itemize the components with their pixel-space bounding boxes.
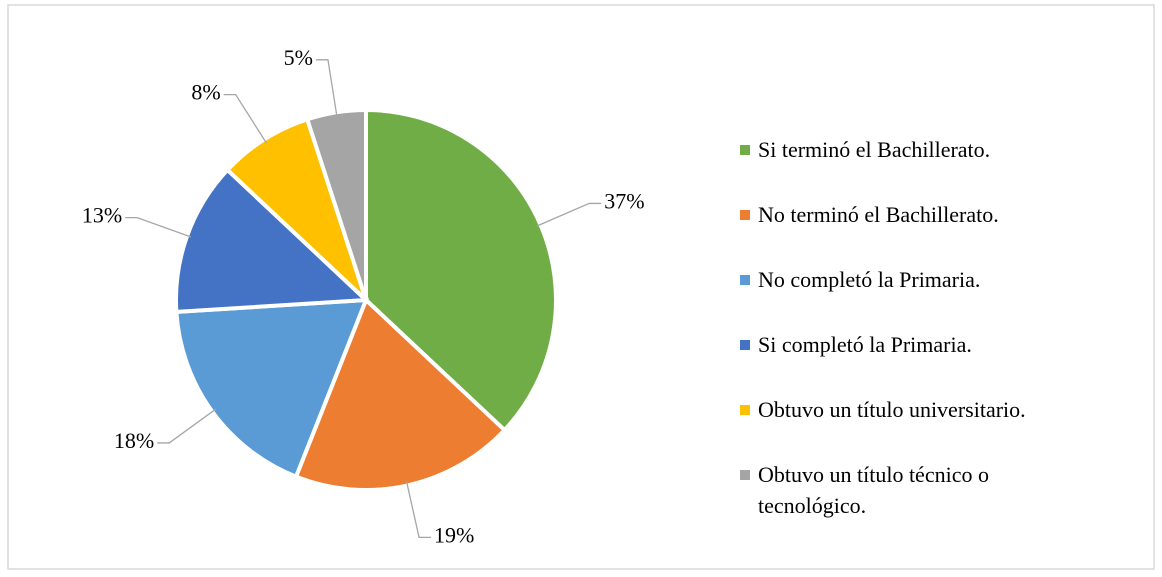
legend-item: Si terminó el Bachillerato. — [740, 134, 1085, 165]
legend-swatch — [740, 405, 750, 415]
legend-swatch — [740, 470, 750, 480]
legend-swatch — [740, 210, 750, 220]
legend-swatch — [740, 145, 750, 155]
data-label: 13% — [82, 203, 122, 228]
chart-frame — [7, 4, 1155, 570]
legend-label: Obtuvo un título universitario. — [758, 397, 1026, 422]
leader-line — [125, 216, 192, 238]
legend-swatch — [740, 340, 750, 350]
legend-item: Obtuvo un título técnico o tecnológico. — [740, 459, 1085, 521]
legend-item: No terminó el Bachillerato. — [740, 199, 1085, 230]
data-label: 5% — [284, 45, 313, 70]
legend-label: No completó la Primaria. — [758, 267, 981, 292]
legend-item: No completó la Primaria. — [740, 264, 1085, 295]
legend-label: Si terminó el Bachillerato. — [758, 137, 991, 162]
data-label: 18% — [114, 428, 154, 453]
leader-line — [315, 59, 338, 117]
legend-item: Obtuvo un título universitario. — [740, 394, 1085, 425]
legend-item: Si completó la Primaria. — [740, 329, 1085, 360]
data-label: 37% — [604, 188, 644, 213]
legend-label: No terminó el Bachillerato. — [758, 202, 999, 227]
data-label: 19% — [434, 522, 474, 547]
legend-swatch — [740, 275, 750, 285]
data-label: 8% — [191, 80, 220, 105]
legend-label: Si completó la Primaria. — [758, 332, 972, 357]
leader-line — [405, 481, 432, 538]
leader-line — [223, 94, 267, 144]
leader-line — [157, 408, 216, 444]
legend-label: Obtuvo un título técnico o tecnológico. — [758, 462, 989, 518]
legend: Si terminó el Bachillerato. No terminó el… — [740, 134, 1085, 555]
leader-line — [536, 202, 602, 227]
